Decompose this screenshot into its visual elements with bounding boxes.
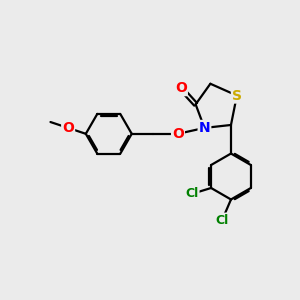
- Text: O: O: [62, 121, 74, 135]
- Text: Cl: Cl: [215, 214, 229, 226]
- Text: Cl: Cl: [185, 188, 199, 200]
- Text: S: S: [232, 88, 242, 103]
- Text: N: N: [199, 121, 210, 135]
- Text: O: O: [172, 127, 184, 141]
- Text: O: O: [175, 81, 187, 95]
